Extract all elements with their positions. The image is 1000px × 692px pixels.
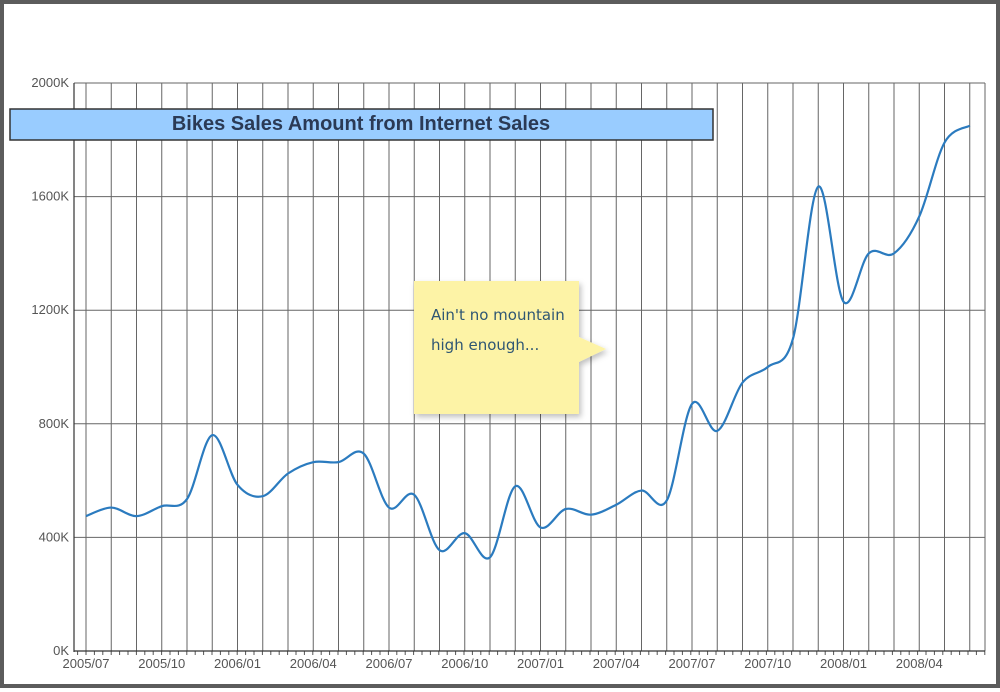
data-point	[286, 472, 290, 476]
data-point	[766, 365, 770, 369]
annotation-line-2: high enough...	[431, 336, 539, 354]
series-layer	[84, 124, 972, 560]
data-point	[564, 507, 568, 511]
data-point	[311, 460, 315, 464]
x-tick-label: 2006/07	[366, 656, 413, 671]
data-point	[160, 504, 164, 508]
chart-title: Bikes Sales Amount from Internet Sales	[172, 113, 550, 135]
y-tick-label: 0K	[53, 643, 69, 658]
data-point	[816, 185, 820, 189]
note-background	[414, 281, 606, 414]
line-chart: 0K 400K 800K 1200K 1600K 2000K 2005/07 2005/10 2…	[9, 75, 986, 671]
y-tick-label: 1600K	[31, 189, 69, 204]
data-point	[135, 514, 139, 518]
data-point	[539, 525, 543, 529]
x-tick-label: 2008/01	[820, 656, 867, 671]
y-tick-label: 400K	[39, 529, 70, 544]
series-line	[85, 124, 971, 560]
data-point	[614, 503, 618, 507]
x-tick-label: 2005/07	[63, 656, 110, 671]
axes: 0K 400K 800K 1200K 1600K 2000K 2005/07 2005/10 2…	[31, 75, 986, 671]
x-tick-label: 2006/10	[441, 656, 488, 671]
data-point	[640, 489, 644, 493]
data-point	[715, 429, 719, 433]
title-background	[9, 108, 714, 141]
x-tick-label: 2006/01	[214, 656, 261, 671]
data-point	[867, 251, 871, 255]
data-point	[842, 300, 846, 304]
data-point	[892, 251, 896, 255]
x-tick-label: 2007/01	[517, 656, 564, 671]
x-tick-label: 2005/10	[138, 656, 185, 671]
data-point	[210, 433, 214, 437]
data-point	[665, 498, 669, 502]
x-tick-label: 2007/04	[593, 656, 640, 671]
data-point	[513, 484, 517, 488]
data-point	[362, 452, 366, 456]
data-point	[387, 506, 391, 510]
y-tick-label: 800K	[39, 416, 70, 431]
y-tick-label: 1200K	[31, 302, 69, 317]
data-point	[791, 337, 795, 341]
data-point	[741, 381, 745, 385]
data-point	[261, 494, 265, 498]
x-tick-label: 2007/07	[669, 656, 716, 671]
data-point	[84, 514, 88, 518]
data-point	[185, 497, 189, 501]
x-tick-label: 2008/04	[896, 656, 943, 671]
data-point	[690, 402, 694, 406]
data-point	[236, 483, 240, 487]
data-point	[917, 214, 921, 218]
y-tick-label: 2000K	[31, 75, 69, 90]
data-point	[943, 141, 947, 145]
data-point	[488, 555, 492, 559]
data-point	[968, 124, 972, 128]
data-point	[438, 548, 442, 552]
data-point	[463, 531, 467, 535]
x-tick-label: 2007/10	[744, 656, 791, 671]
data-point	[412, 493, 416, 497]
data-point	[589, 513, 593, 517]
x-tick-label: 2006/04	[290, 656, 337, 671]
chart-title-box: Bikes Sales Amount from Internet Sales	[9, 108, 714, 141]
data-point	[337, 460, 341, 464]
data-point	[109, 506, 113, 510]
annotation-note: Ain't no mountain high enough...	[414, 281, 606, 414]
annotation-line-1: Ain't no mountain	[431, 306, 565, 324]
